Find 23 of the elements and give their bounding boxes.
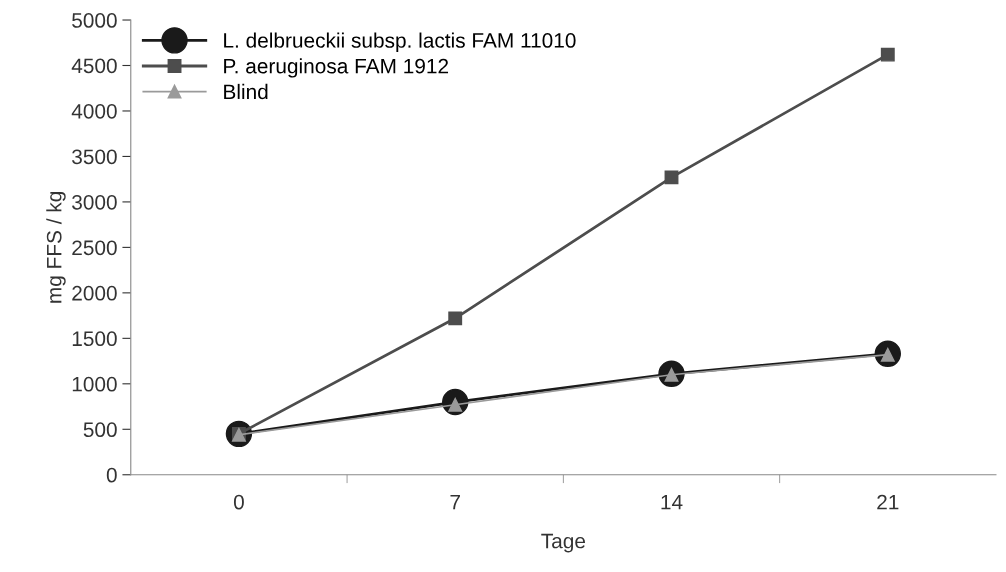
x-tick-label: 14 bbox=[661, 494, 683, 510]
y-tick-label: 500 bbox=[83, 422, 117, 438]
x-axis-title: Tage bbox=[541, 533, 586, 553]
x-tick-label: 0 bbox=[233, 494, 244, 510]
y-tick-label: 3500 bbox=[72, 149, 117, 165]
point bbox=[448, 311, 463, 326]
y-tick-label: 4000 bbox=[71, 103, 117, 119]
y-tick-label: 2000 bbox=[72, 285, 117, 301]
x-tick-label: 21 bbox=[877, 494, 899, 510]
point bbox=[880, 47, 895, 62]
point bbox=[664, 170, 679, 185]
y-tick-label: 1500 bbox=[72, 331, 117, 347]
legend-label: Blind bbox=[224, 83, 268, 100]
y-tick-label: 0 bbox=[106, 467, 117, 483]
legend-label: L. delbrueckii subsp. lactis FAM 11010 bbox=[224, 32, 576, 52]
y-tick-label: 5000 bbox=[72, 13, 117, 28]
y-tick-label: 2500 bbox=[72, 240, 117, 256]
y-tick-label: 3000 bbox=[72, 194, 117, 210]
y-tick-label: 4500 bbox=[71, 58, 117, 74]
x-tick-label: 7 bbox=[450, 494, 460, 510]
legend-label: P. aeruginosa FAM 1912 bbox=[224, 58, 449, 78]
y-axis-title: mg FFS / kg bbox=[46, 192, 66, 303]
y-tick-label: 1000 bbox=[72, 376, 117, 392]
